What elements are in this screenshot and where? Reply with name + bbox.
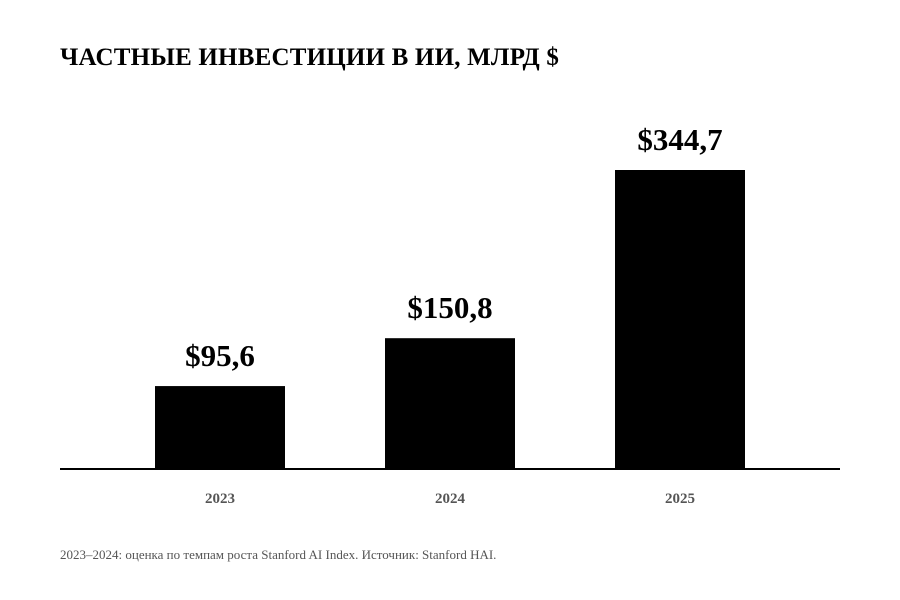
- value-label-2025: $344,7: [637, 122, 722, 157]
- value-labels-layer: $95,6 $150,8 $344,7: [185, 122, 723, 373]
- value-label-2024: $150,8: [407, 290, 492, 325]
- bars-layer: [155, 170, 745, 469]
- x-tick-label-2024: 2024: [435, 491, 466, 507]
- chart-title: ЧАСТНЫЕ ИНВЕСТИЦИИ В ИИ, МЛРД $: [60, 44, 560, 71]
- bar-2023: [155, 386, 285, 469]
- source-note: 2023–2024: оценка по темпам роста Stanfo…: [60, 547, 497, 562]
- x-tick-label-2023: 2023: [205, 491, 235, 507]
- x-tick-labels-layer: 2023 2024 2025: [205, 491, 695, 507]
- bar-2024: [385, 338, 515, 469]
- value-label-2023: $95,6: [185, 338, 255, 373]
- bar-2025: [615, 170, 745, 469]
- x-tick-label-2025: 2025: [665, 491, 695, 507]
